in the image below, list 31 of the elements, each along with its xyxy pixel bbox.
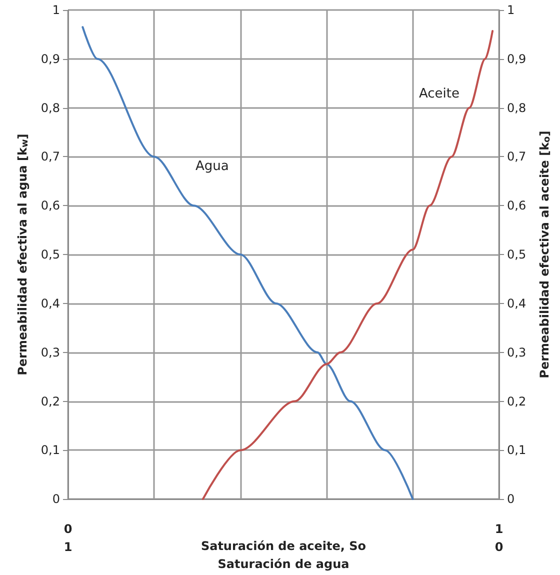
y2-tick-label: 0,4: [507, 296, 526, 310]
y-tick-label: 0,2: [40, 394, 60, 408]
y-tick-label: 0,4: [40, 296, 60, 310]
y2-tick-label: 0,6: [507, 198, 526, 213]
y-tick-label: 0,7: [40, 150, 60, 164]
y2-tick-label: 0,3: [507, 345, 526, 360]
y-tick-label: 0: [52, 492, 60, 506]
y2-tick-label: 0,9: [507, 52, 526, 66]
y2-tick-label: 0,5: [507, 248, 526, 262]
y-tick-label: 0,5: [40, 248, 60, 262]
y-tick-label: 0,3: [40, 345, 60, 360]
series-label: Aceite: [418, 86, 460, 102]
series-label: Agua: [196, 159, 229, 174]
line-series: [82, 26, 414, 500]
y2-axis-title: Permeabilidad efectiva al aceite [ko]: [538, 130, 552, 378]
x2-tick-label: 1: [64, 540, 72, 554]
y-axis-title: Permeabilidad efectiva al agua [kw]: [16, 134, 30, 376]
y-tick-label: 0,9: [40, 52, 60, 66]
x-axis-title: Saturación de aceite, So: [200, 539, 366, 553]
y-tick-label: 1: [52, 3, 60, 17]
x2-axis-title: Saturación de agua: [218, 557, 350, 571]
y-tick-label: 0,1: [40, 443, 60, 458]
y2-tick-label: 1: [507, 3, 515, 17]
x2-tick-label: 0: [494, 540, 504, 554]
y2-tick-label: 0,7: [507, 150, 526, 164]
y-tick-label: 0,8: [40, 100, 60, 115]
y2-tick-label: 0,2: [507, 394, 526, 408]
y-tick-label: 0,6: [40, 198, 60, 213]
y2-tick-label: 0: [507, 492, 515, 506]
y2-tick-label: 0,1: [507, 443, 526, 458]
y2-tick-label: 0,8: [507, 100, 526, 115]
